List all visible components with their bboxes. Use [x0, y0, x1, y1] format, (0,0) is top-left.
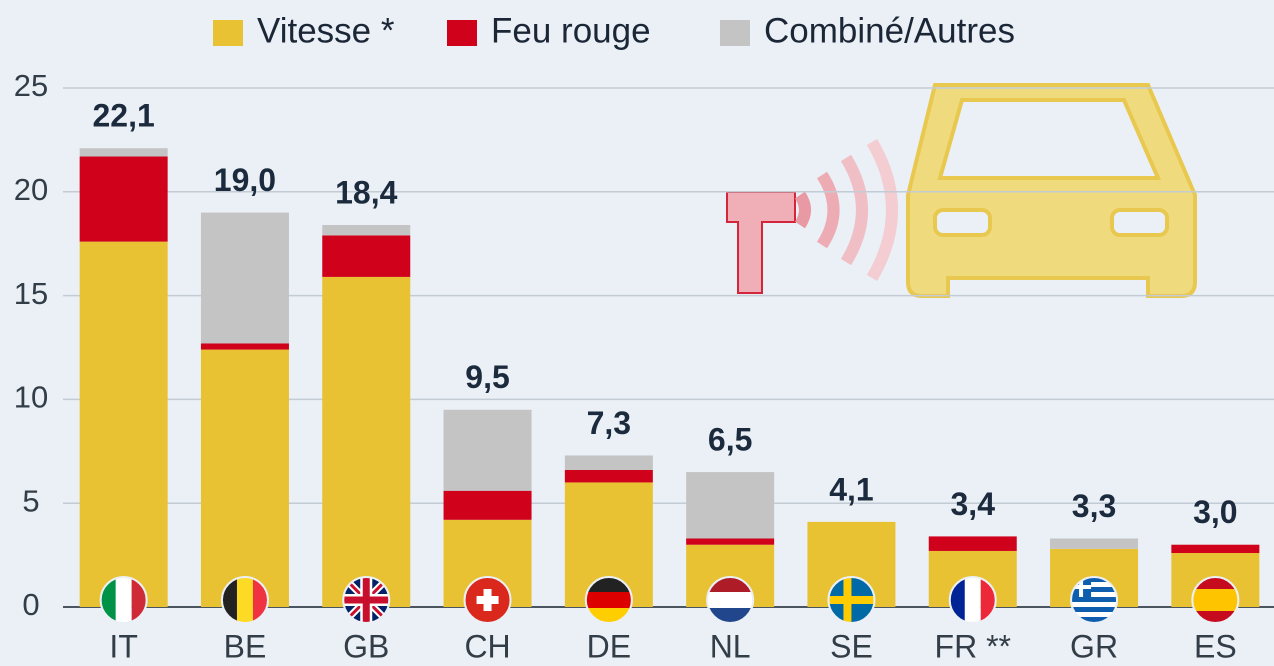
x-tick-label: GR — [1070, 628, 1118, 664]
bar-segment — [201, 213, 289, 344]
legend-swatch — [213, 20, 243, 46]
flag-part — [484, 589, 492, 611]
flag-part — [843, 577, 851, 623]
bar-segment — [322, 235, 410, 277]
bar-segment — [565, 455, 653, 470]
chart: 0 5 10 15 20 25 Vitesse * Feu rouge Combiné/Autr… — [0, 0, 1274, 666]
total-label: 18,4 — [335, 174, 397, 210]
flag-part — [116, 577, 132, 623]
speed-camera-illustration — [727, 85, 1195, 296]
x-tick-label: IT — [109, 628, 137, 664]
bar-segment — [444, 491, 532, 520]
flag-part — [363, 577, 370, 623]
legend-label: Combiné/Autres — [764, 11, 1015, 50]
total-label: 19,0 — [214, 162, 276, 198]
total-label: 3,4 — [951, 486, 996, 522]
bar-segment — [1050, 538, 1138, 548]
legend-label: Feu rouge — [491, 11, 651, 50]
flag-part — [586, 592, 632, 608]
flag-part — [1192, 589, 1238, 611]
legend-label: Vitesse * — [257, 11, 395, 50]
total-label: 3,3 — [1072, 488, 1116, 524]
bar-segment — [201, 350, 289, 607]
x-tick-label: BE — [224, 628, 267, 664]
total-label: 3,0 — [1193, 494, 1237, 530]
bar-segment — [1171, 545, 1259, 553]
total-label: 22,1 — [93, 98, 155, 134]
y-tick-label: 15 — [14, 276, 48, 311]
x-tick-label: ES — [1194, 628, 1237, 664]
x-tick-label: NL — [710, 628, 751, 664]
bar-segment — [565, 470, 653, 482]
bar-segment — [322, 225, 410, 235]
total-label: 6,5 — [708, 422, 752, 458]
y-tick-label: 0 — [22, 587, 39, 622]
bar-segment — [201, 343, 289, 349]
flag-part — [1071, 602, 1117, 607]
x-tick-label: DE — [587, 628, 631, 664]
bar-segment — [686, 472, 774, 538]
y-tick-label: 20 — [14, 172, 48, 207]
bar-segment — [686, 538, 774, 544]
y-tick-label: 5 — [22, 483, 39, 518]
x-tick-label: FR ** — [935, 628, 1011, 664]
bar-segment — [322, 277, 410, 607]
total-label: 7,3 — [587, 405, 631, 441]
x-tick-label: SE — [830, 628, 873, 664]
total-label: 9,5 — [465, 359, 509, 395]
bar-segment — [80, 157, 168, 242]
y-tick-label: 25 — [14, 68, 48, 103]
flag-part — [707, 592, 753, 608]
total-label: 4,1 — [829, 471, 873, 507]
bar-segment — [444, 410, 532, 491]
legend-swatch — [447, 20, 477, 46]
bar-segment — [80, 242, 168, 607]
flag-part — [965, 577, 981, 623]
x-tick-label: GB — [343, 628, 389, 664]
bar-segment — [929, 536, 1017, 551]
y-tick-label: 10 — [14, 380, 48, 415]
flag-part — [237, 577, 253, 623]
legend-swatch — [720, 20, 750, 46]
bar-segment — [80, 148, 168, 156]
x-tick-label: CH — [464, 628, 510, 664]
